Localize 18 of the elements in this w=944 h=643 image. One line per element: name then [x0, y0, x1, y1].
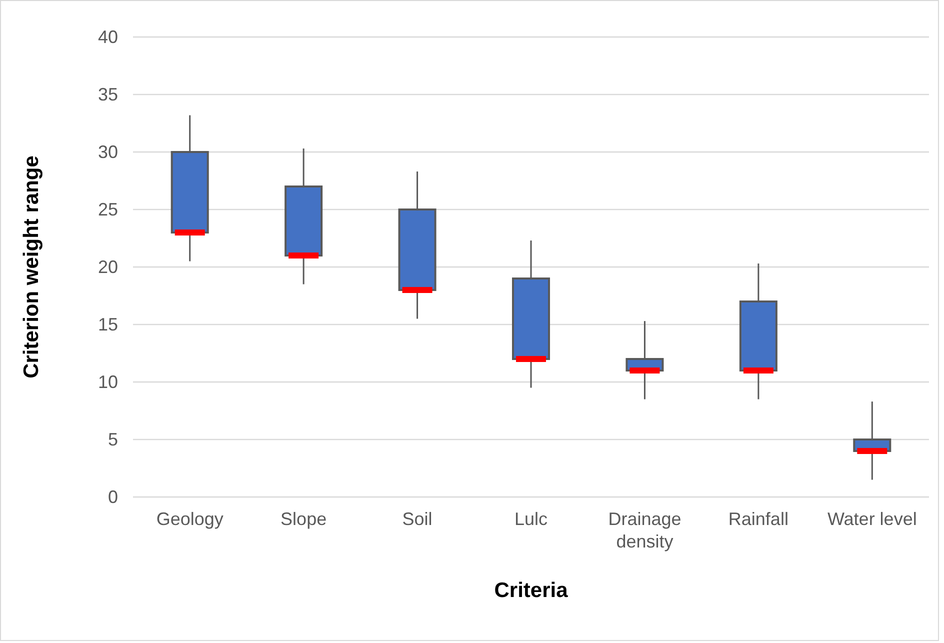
y-tick-label: 30 — [98, 142, 118, 162]
x-tick-label: Geology — [156, 509, 224, 530]
y-tick-label: 35 — [98, 84, 118, 104]
y-tick-label: 0 — [108, 486, 118, 507]
x-tick-label: Rainfall — [728, 509, 788, 530]
y-tick-label: 15 — [98, 314, 118, 334]
x-axis-title: Criteria — [494, 579, 568, 602]
x-tick-label: Water level — [827, 509, 917, 530]
x-tick-label: Drainage density — [608, 509, 682, 552]
x-tick-label: Slope — [280, 509, 327, 530]
x-tick-label: Soil — [402, 509, 432, 530]
y-axis-title: Criterion weight range — [20, 156, 43, 378]
y-tick-label: 5 — [108, 429, 118, 450]
y-tick-label: 10 — [98, 372, 118, 392]
y-tick-label: 20 — [98, 256, 118, 277]
y-tick-label: 25 — [98, 199, 118, 220]
x-tick-label: Lulc — [514, 509, 548, 530]
y-tick-label: 40 — [98, 26, 118, 47]
